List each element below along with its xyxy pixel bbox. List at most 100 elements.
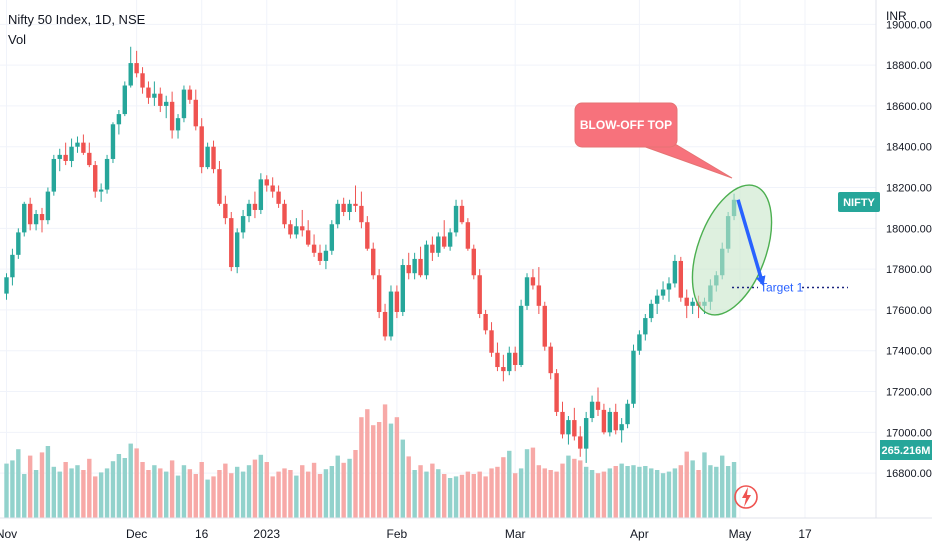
candle-body — [424, 244, 429, 276]
volume-bar — [98, 472, 104, 518]
candle — [406, 252, 411, 280]
candle — [649, 299, 654, 323]
candle-body — [223, 203, 228, 219]
volume-bar — [436, 469, 441, 518]
volume-bar — [430, 463, 435, 518]
candle — [578, 426, 583, 457]
candle — [229, 212, 234, 272]
time-scale[interactable]: Nov Dec 16 2023 Feb Mar Apr May 17 — [0, 517, 932, 550]
candle — [660, 281, 666, 300]
y-tick-label: 17000.00 — [886, 427, 932, 439]
x-tick-label: 17 — [798, 527, 812, 541]
volume-legend-label[interactable]: Vol — [8, 32, 26, 47]
blow-off-ellipse[interactable] — [677, 174, 787, 325]
volume-badge-label: 265.216M — [882, 445, 931, 457]
y-tick-label: 16800.00 — [886, 468, 932, 480]
volume-bar — [489, 468, 494, 518]
price-scale[interactable]: 16800.00 17000.00 17200.00 17400.00 17600.00… — [838, 0, 932, 518]
candle — [223, 195, 228, 225]
y-tick-label: 19000.00 — [886, 19, 932, 31]
callout-text: BLOW-OFF TOP — [580, 118, 672, 132]
down-arrow[interactable] — [736, 199, 766, 287]
volume-bar — [619, 463, 624, 518]
candle — [572, 407, 577, 441]
volume-bar — [412, 470, 417, 518]
x-tick-label: 2023 — [253, 527, 280, 541]
candle-body — [335, 203, 340, 225]
volume-bar — [217, 470, 222, 518]
candle — [10, 248, 15, 286]
volume-bar — [625, 466, 630, 518]
candle — [51, 154, 57, 196]
volume-bar — [329, 466, 335, 518]
blow-off-callout[interactable]: BLOW-OFF TOP — [574, 102, 733, 179]
candle — [447, 228, 453, 251]
candle-body — [412, 258, 417, 274]
candle — [412, 252, 417, 280]
candle — [613, 403, 618, 435]
candle-body — [418, 258, 423, 276]
candle-body — [140, 73, 145, 88]
volume-bar — [672, 468, 678, 518]
candle — [690, 297, 695, 314]
candle-body — [649, 303, 654, 319]
candle-body — [495, 352, 500, 368]
candle — [672, 254, 678, 288]
volume-bar — [637, 466, 642, 518]
volume-bar — [300, 465, 305, 518]
candle — [146, 81, 151, 104]
volume-bar — [613, 466, 618, 518]
candle — [654, 289, 660, 314]
volume-bar — [589, 470, 595, 518]
candle-body — [595, 401, 601, 410]
candle — [57, 148, 62, 172]
candle — [536, 267, 542, 314]
candle — [258, 173, 264, 215]
volume-bar — [418, 465, 423, 518]
candle — [317, 244, 323, 266]
volume-badge: 265.216M — [880, 440, 932, 460]
candle — [16, 228, 21, 259]
candle-body — [258, 179, 264, 210]
candle-body — [530, 277, 536, 286]
volume-bar — [583, 466, 589, 518]
candle — [152, 81, 157, 106]
candle-body — [512, 352, 518, 365]
candle — [329, 220, 335, 255]
volume-bar — [93, 476, 98, 518]
volume-bar — [643, 466, 648, 518]
candle-body — [16, 232, 21, 255]
volume-bar — [649, 468, 654, 518]
candle — [169, 91, 175, 139]
candle-body — [181, 89, 187, 119]
candle-body — [229, 218, 234, 268]
x-tick-label: Feb — [387, 527, 408, 541]
candle — [311, 234, 317, 257]
candle — [400, 258, 406, 317]
candle-body — [87, 152, 92, 166]
candle — [430, 236, 435, 261]
candle — [69, 138, 74, 168]
candle — [418, 246, 423, 278]
candle-body — [317, 252, 323, 261]
candle-body — [613, 411, 618, 431]
symbol-title[interactable]: Nifty 50 Index, 1D, NSE — [8, 12, 146, 27]
candle-body — [465, 222, 471, 249]
volume-bar — [507, 450, 512, 518]
volume-bar — [45, 446, 51, 518]
candle — [442, 220, 447, 249]
annotations: Target 1 BLOW-OFF TOP — [574, 102, 848, 325]
candle — [282, 199, 287, 229]
candle-body — [93, 165, 98, 192]
candle — [424, 240, 429, 280]
x-tick-label: May — [729, 527, 752, 541]
volume-bar — [690, 460, 695, 518]
candle — [93, 161, 98, 198]
candle-body — [282, 203, 287, 225]
candle — [181, 85, 187, 123]
volume-bar — [199, 462, 204, 518]
candle — [98, 183, 104, 202]
candle — [205, 142, 210, 170]
candle — [158, 87, 163, 113]
candle-body — [631, 350, 636, 404]
